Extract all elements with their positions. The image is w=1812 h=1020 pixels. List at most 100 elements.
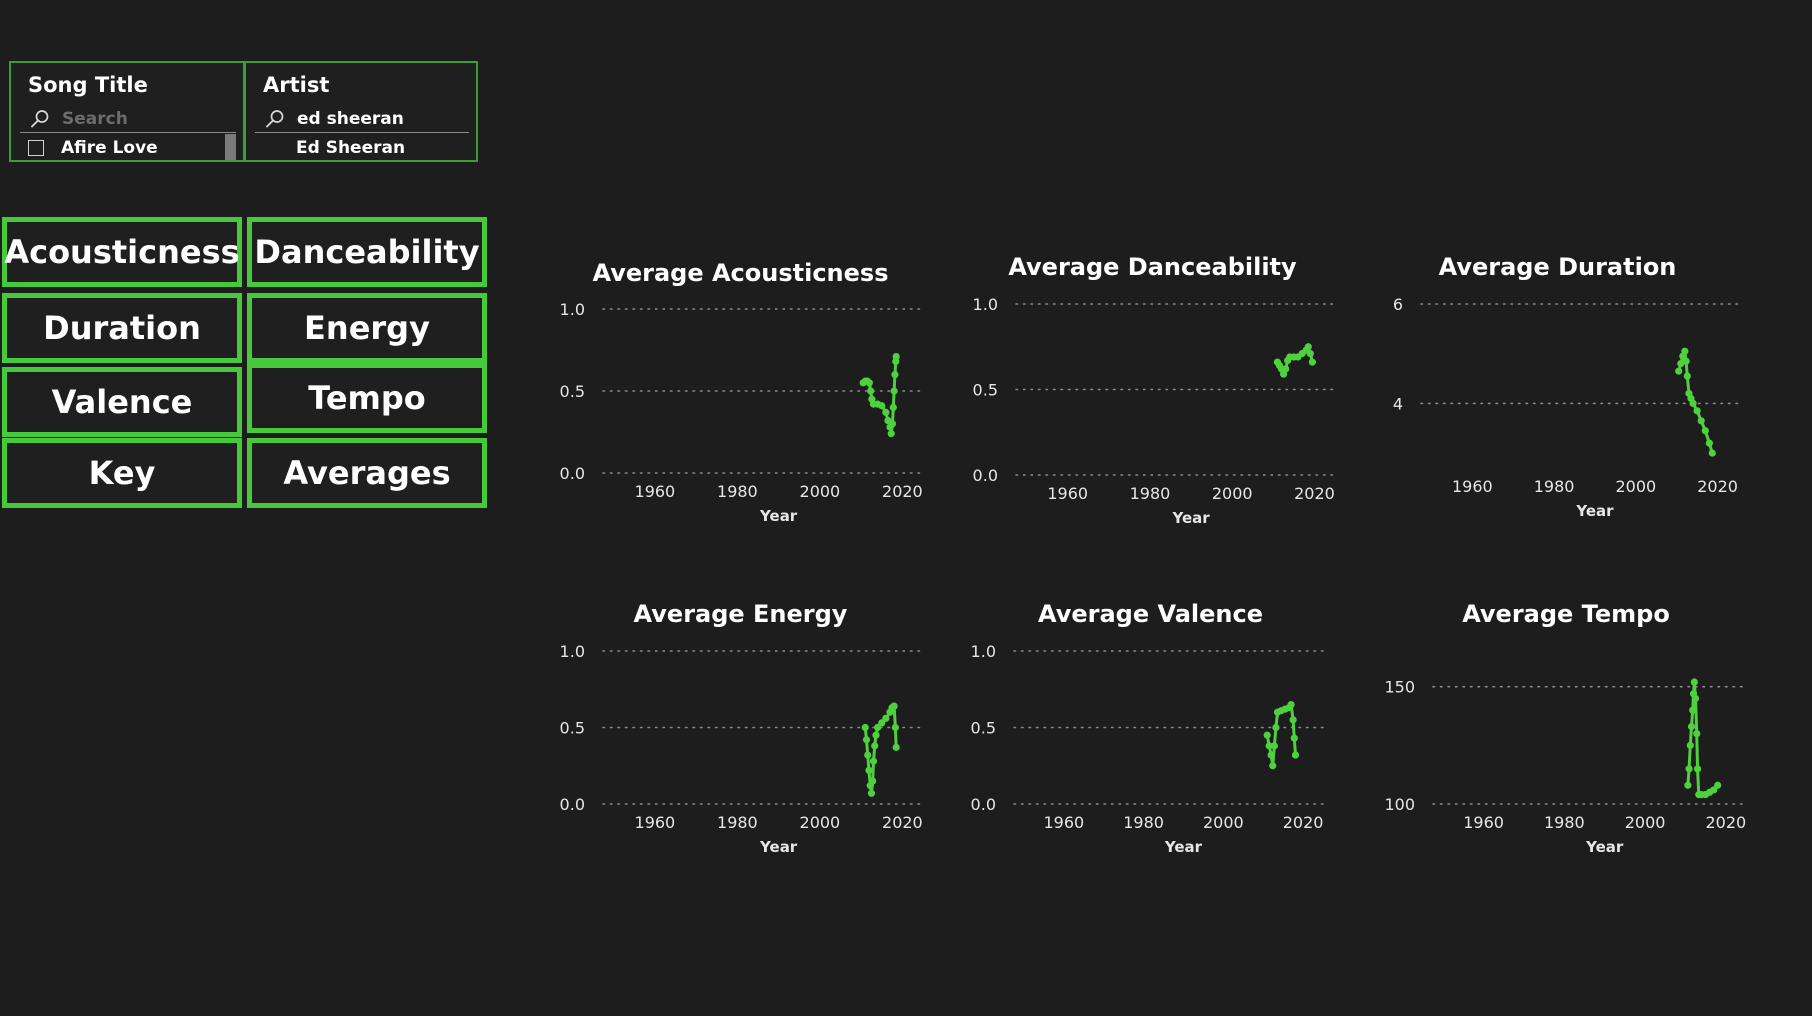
data-point — [890, 702, 898, 710]
chart-title: Average Energy — [633, 600, 848, 628]
data-point — [1263, 731, 1271, 739]
data-point — [1685, 765, 1693, 773]
artist-slicer: Artist ed sheeran Ed Sheeran — [244, 61, 478, 162]
x-axis-label: Year — [1575, 502, 1614, 520]
acousticness-button[interactable]: Acousticness — [2, 217, 242, 287]
data-point — [1270, 742, 1278, 750]
data-point — [1687, 723, 1696, 731]
x-tick-label: 2000 — [1615, 477, 1656, 496]
y-tick-label: 4 — [1393, 394, 1403, 413]
chart-title: Average Acousticness — [592, 259, 889, 287]
song-title-search[interactable]: Search — [20, 107, 236, 133]
x-tick-label: 1980 — [1544, 813, 1585, 832]
search-icon — [31, 110, 49, 128]
x-tick-label: 1980 — [717, 482, 758, 501]
data-point — [874, 723, 882, 732]
key-button[interactable]: Key — [2, 438, 242, 508]
acousticness-chart: Average Acousticness 0.0 0.5 1.0 1960 1980 20… — [548, 253, 933, 538]
y-tick-label: 150 — [1384, 678, 1415, 697]
x-axis-label: Year — [759, 507, 798, 525]
data-point — [1304, 343, 1312, 351]
valence-chart: Average Valence 0.0 0.5 1.0 1960 1980 2000 202… — [958, 594, 1343, 879]
energy-button[interactable]: Energy — [247, 293, 487, 363]
data-point — [887, 430, 895, 438]
x-tick-label: 1960 — [1452, 477, 1493, 496]
x-tick-label: 2020 — [1705, 813, 1746, 832]
data-point — [872, 731, 880, 739]
data-point — [1291, 751, 1300, 759]
data-point — [889, 403, 897, 411]
data-point — [867, 789, 876, 797]
data-point — [865, 379, 873, 387]
x-tick-label: 1980 — [1130, 484, 1171, 503]
data-point — [865, 766, 873, 774]
data-point — [888, 420, 897, 428]
data-point — [1693, 730, 1701, 738]
data-point — [864, 751, 872, 759]
song-list-scrollbar[interactable] — [225, 134, 236, 160]
x-tick-label: 2000 — [1203, 813, 1244, 832]
search-icon — [266, 110, 284, 128]
chart-plot: 0.0 0.5 1.0 1960 1980 2000 2020 Year — [973, 295, 1336, 527]
data-point — [1689, 399, 1697, 407]
y-tick-label: 0.5 — [973, 381, 998, 400]
averages-button[interactable]: Averages — [247, 438, 487, 508]
tempo-chart: Average Tempo 100 150 1960 1980 2000 2020 Year — [1366, 594, 1766, 879]
x-tick-label: 1980 — [1123, 813, 1164, 832]
data-point — [1287, 700, 1295, 709]
data-point — [1675, 367, 1683, 375]
y-tick-label: 1.0 — [560, 642, 585, 661]
x-axis-label: Year — [1164, 838, 1203, 856]
y-tick-label: 0.0 — [971, 795, 996, 814]
duration-button[interactable]: Duration — [2, 293, 242, 363]
y-tick-label: 100 — [1384, 795, 1415, 814]
data-point — [1684, 781, 1692, 789]
x-tick-label: 2020 — [1697, 477, 1738, 496]
data-point — [882, 408, 890, 416]
data-point — [1697, 417, 1705, 425]
data-point — [1693, 407, 1701, 415]
data-point — [1714, 781, 1722, 789]
data-point — [878, 719, 886, 727]
data-point — [1691, 694, 1700, 703]
data-point — [1269, 762, 1277, 770]
bottom-border — [0, 1016, 1812, 1020]
y-tick-label: 1.0 — [973, 295, 998, 314]
song-title-search-input[interactable]: Search — [62, 109, 128, 129]
chart-title: Average Danceability — [1008, 253, 1297, 281]
artist-search-input[interactable]: ed sheeran — [297, 109, 404, 129]
data-point — [1282, 365, 1290, 373]
y-tick-label: 1.0 — [971, 642, 996, 661]
y-tick-label: 0.0 — [560, 464, 585, 483]
data-point — [1306, 349, 1314, 358]
checkbox[interactable] — [28, 140, 44, 156]
data-point — [871, 742, 879, 750]
data-point — [861, 723, 869, 732]
tempo-button[interactable]: Tempo — [247, 363, 487, 433]
x-tick-label: 1960 — [1047, 484, 1088, 503]
data-point — [1267, 751, 1275, 759]
data-point — [891, 723, 899, 732]
x-tick-label: 1960 — [1043, 813, 1084, 832]
data-point — [891, 371, 899, 379]
song-title-slicer: Song Title Search Afire Love — [9, 61, 245, 162]
song-option-label: Afire Love — [61, 138, 158, 158]
chart-plot: 100 150 1960 1980 2000 2020 Year — [1384, 678, 1747, 856]
y-tick-label: 6 — [1393, 295, 1403, 314]
artist-slicer-title: Artist — [263, 73, 330, 97]
x-axis-label: Year — [1171, 509, 1210, 527]
x-tick-label: 2000 — [800, 482, 841, 501]
data-point — [1710, 786, 1718, 794]
data-point — [890, 387, 898, 395]
artist-search[interactable]: ed sheeran — [255, 107, 469, 133]
data-point — [1693, 765, 1702, 773]
valence-button[interactable]: Valence — [2, 367, 242, 437]
chart-plot: 0.0 0.5 1.0 1960 1980 2000 2020 Year — [560, 300, 924, 525]
x-tick-label: 1980 — [717, 813, 758, 832]
data-point — [869, 757, 878, 765]
data-point — [1683, 372, 1691, 380]
x-tick-label: 2000 — [800, 813, 841, 832]
duration-chart: Average Duration 4 6 1960 1980 2000 2020 Year — [1365, 247, 1750, 532]
data-point — [1289, 716, 1297, 724]
danceability-button[interactable]: Danceability — [247, 217, 487, 287]
